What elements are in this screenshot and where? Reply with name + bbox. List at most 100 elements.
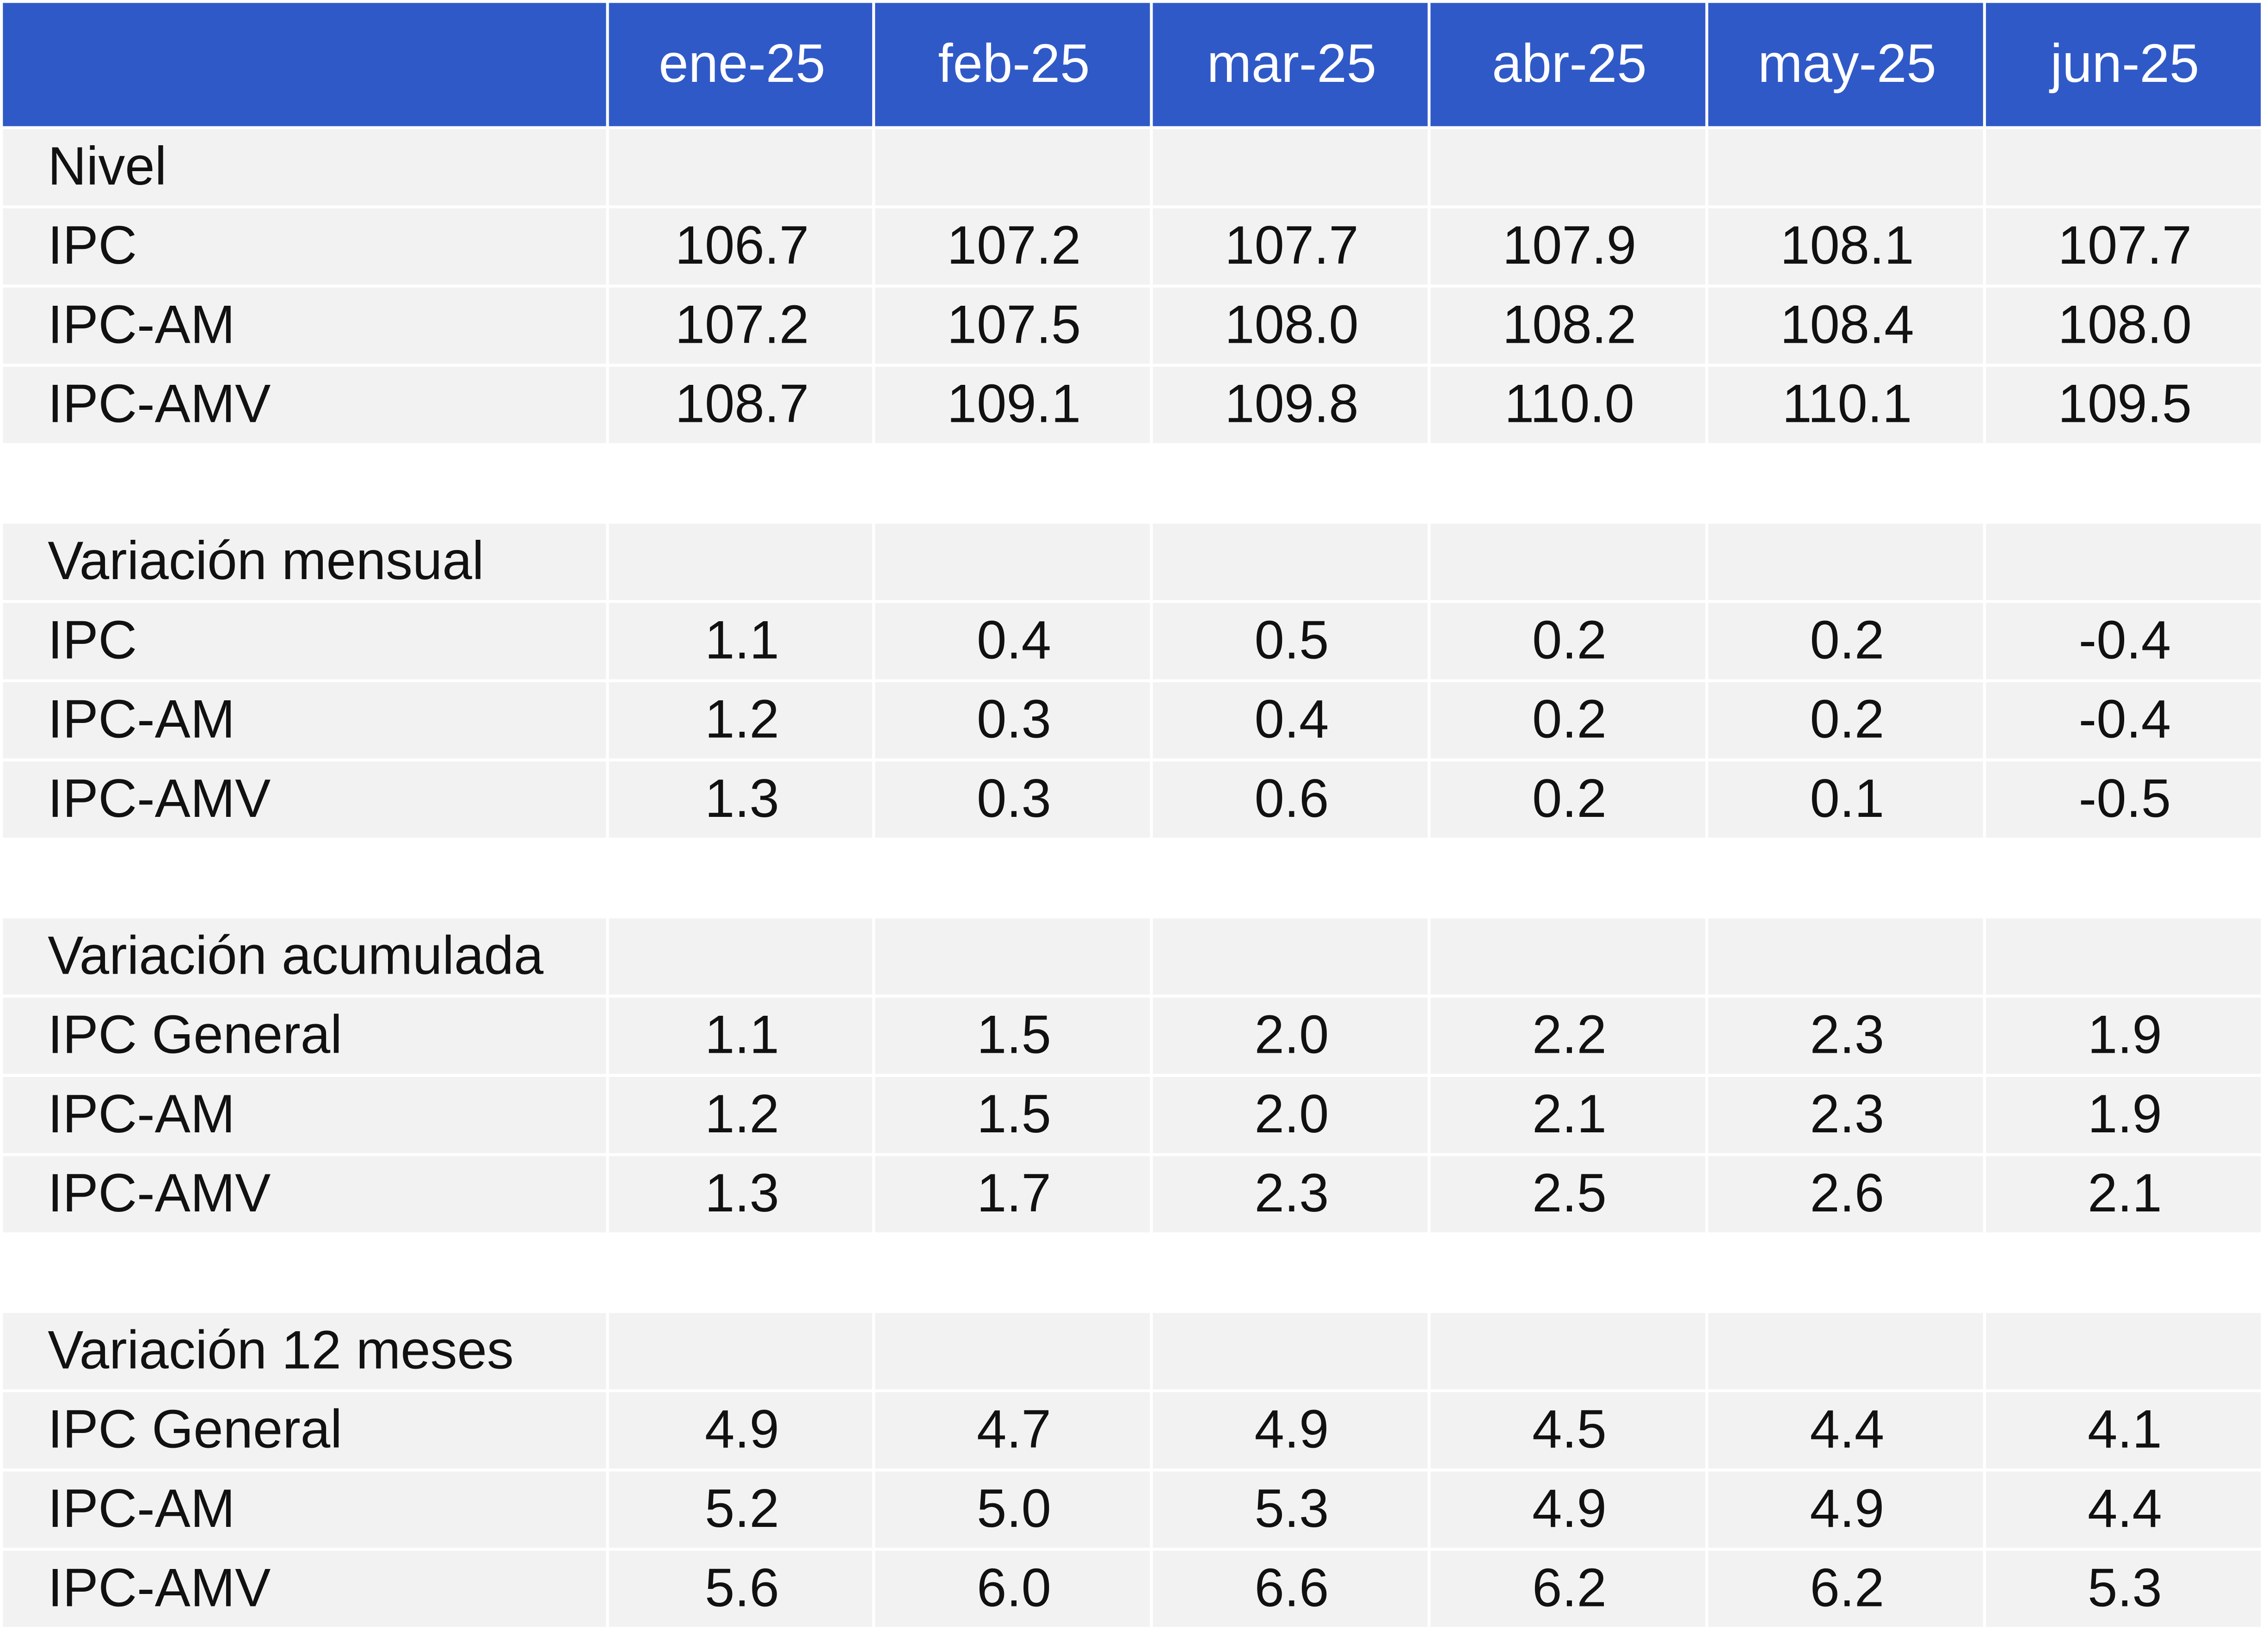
cell-bg [1708,682,1983,759]
cell-value: 1.1 [705,1004,779,1065]
cell-value: 0.2 [1810,689,1884,749]
cell-bg [1430,997,1706,1074]
cell-value: 0.2 [1532,768,1607,828]
cell-bg [1430,1313,1706,1390]
cell-bg [609,366,872,443]
cell-value: 6.2 [1810,1557,1884,1618]
cell-bg [3,1471,606,1548]
cell-bg [1986,1471,2261,1548]
cell-value: 4.9 [1532,1478,1607,1538]
cell-bg [1430,761,1706,838]
cell-value: 1.2 [705,1083,779,1144]
cell-value: 4.7 [977,1399,1051,1459]
cell-bg [1430,524,1706,600]
cell-value: 2.3 [1810,1083,1884,1144]
cell-value: 108.2 [1503,294,1637,355]
cell-bg [1986,208,2261,285]
column-header: mar-25 [1207,33,1376,93]
cell-bg [3,287,606,364]
cell-value: 0.4 [977,610,1051,670]
cell-bg [3,524,606,600]
column-header: jun-25 [2049,33,2200,93]
cell-bg [875,1550,1150,1627]
cell-bg [1986,603,2261,679]
cell-bg [3,1392,606,1469]
cell-bg [1430,1156,1706,1233]
cell-bg [609,918,872,995]
cell-bg [1986,524,2261,600]
cell-bg [1430,1550,1706,1627]
cell-bg [875,761,1150,838]
header-cell [1986,3,2261,126]
cell-value: 2.2 [1532,1004,1607,1065]
cell-bg [1152,997,1428,1074]
cell-value: 1.1 [705,610,779,670]
cell-bg [609,1077,872,1153]
cell-value: 0.2 [1532,689,1607,749]
cell-value: -0.4 [2079,610,2171,670]
cell-bg [875,366,1150,443]
cell-value: 109.1 [947,373,1081,434]
cell-bg [875,129,1150,206]
cell-bg [3,1313,606,1390]
cell-bg [1152,208,1428,285]
cell-value: 1.5 [977,1004,1051,1065]
cell-bg [1986,682,2261,759]
cell-bg [1708,208,1983,285]
cell-bg [3,366,606,443]
cell-bg [3,997,606,1074]
cell-bg [609,524,872,600]
cell-bg [1152,761,1428,838]
cell-value: 2.1 [1532,1083,1607,1144]
header-cell [3,3,606,126]
cell-value: 2.5 [1532,1162,1607,1223]
cell-bg [1430,366,1706,443]
cell-value: 5.3 [1254,1478,1329,1538]
header-cell [609,3,872,126]
cell-bg [1986,1077,2261,1153]
cell-bg [1708,1156,1983,1233]
section-title: Variación 12 meses [48,1320,513,1380]
cell-value: 108.4 [1780,294,1914,355]
section-title: Nivel [48,136,166,196]
cell-value: 109.5 [2058,373,2192,434]
cell-bg [875,682,1150,759]
cell-bg [1708,918,1983,995]
cell-bg [1986,1550,2261,1627]
cell-value: -0.4 [2079,689,2171,749]
cell-value: 0.2 [1532,610,1607,670]
cell-bg [1152,524,1428,600]
cell-value: 108.1 [1780,215,1914,275]
cell-value: 1.3 [705,768,779,828]
cell-bg [609,603,872,679]
cell-value: 107.5 [947,294,1081,355]
cell-bg [1430,1392,1706,1469]
cell-bg [1986,366,2261,443]
cell-value: 0.6 [1254,768,1329,828]
cell-bg [875,1156,1150,1233]
cell-value: 107.9 [1503,215,1637,275]
cell-bg [1708,1077,1983,1153]
column-header: abr-25 [1492,33,1646,93]
row-label: IPC General [48,1399,342,1459]
row-label: IPC-AM [48,1083,235,1144]
cell-bg [1430,603,1706,679]
header-cell [875,3,1150,126]
cell-value: 5.6 [705,1557,779,1618]
cell-value: 5.0 [977,1478,1051,1538]
cell-bg [1708,603,1983,679]
cell-value: 6.6 [1254,1557,1329,1618]
row-label: IPC [48,610,137,670]
cell-bg [609,997,872,1074]
header-cell [1708,3,1983,126]
cell-value: 4.9 [1254,1399,1329,1459]
cell-bg [3,1156,606,1233]
cell-value: 1.5 [977,1083,1051,1144]
cell-bg [1708,366,1983,443]
cell-value: 2.1 [2088,1162,2162,1223]
cell-bg [875,1313,1150,1390]
cell-bg [875,1077,1150,1153]
cell-value: 110.1 [1782,373,1912,434]
